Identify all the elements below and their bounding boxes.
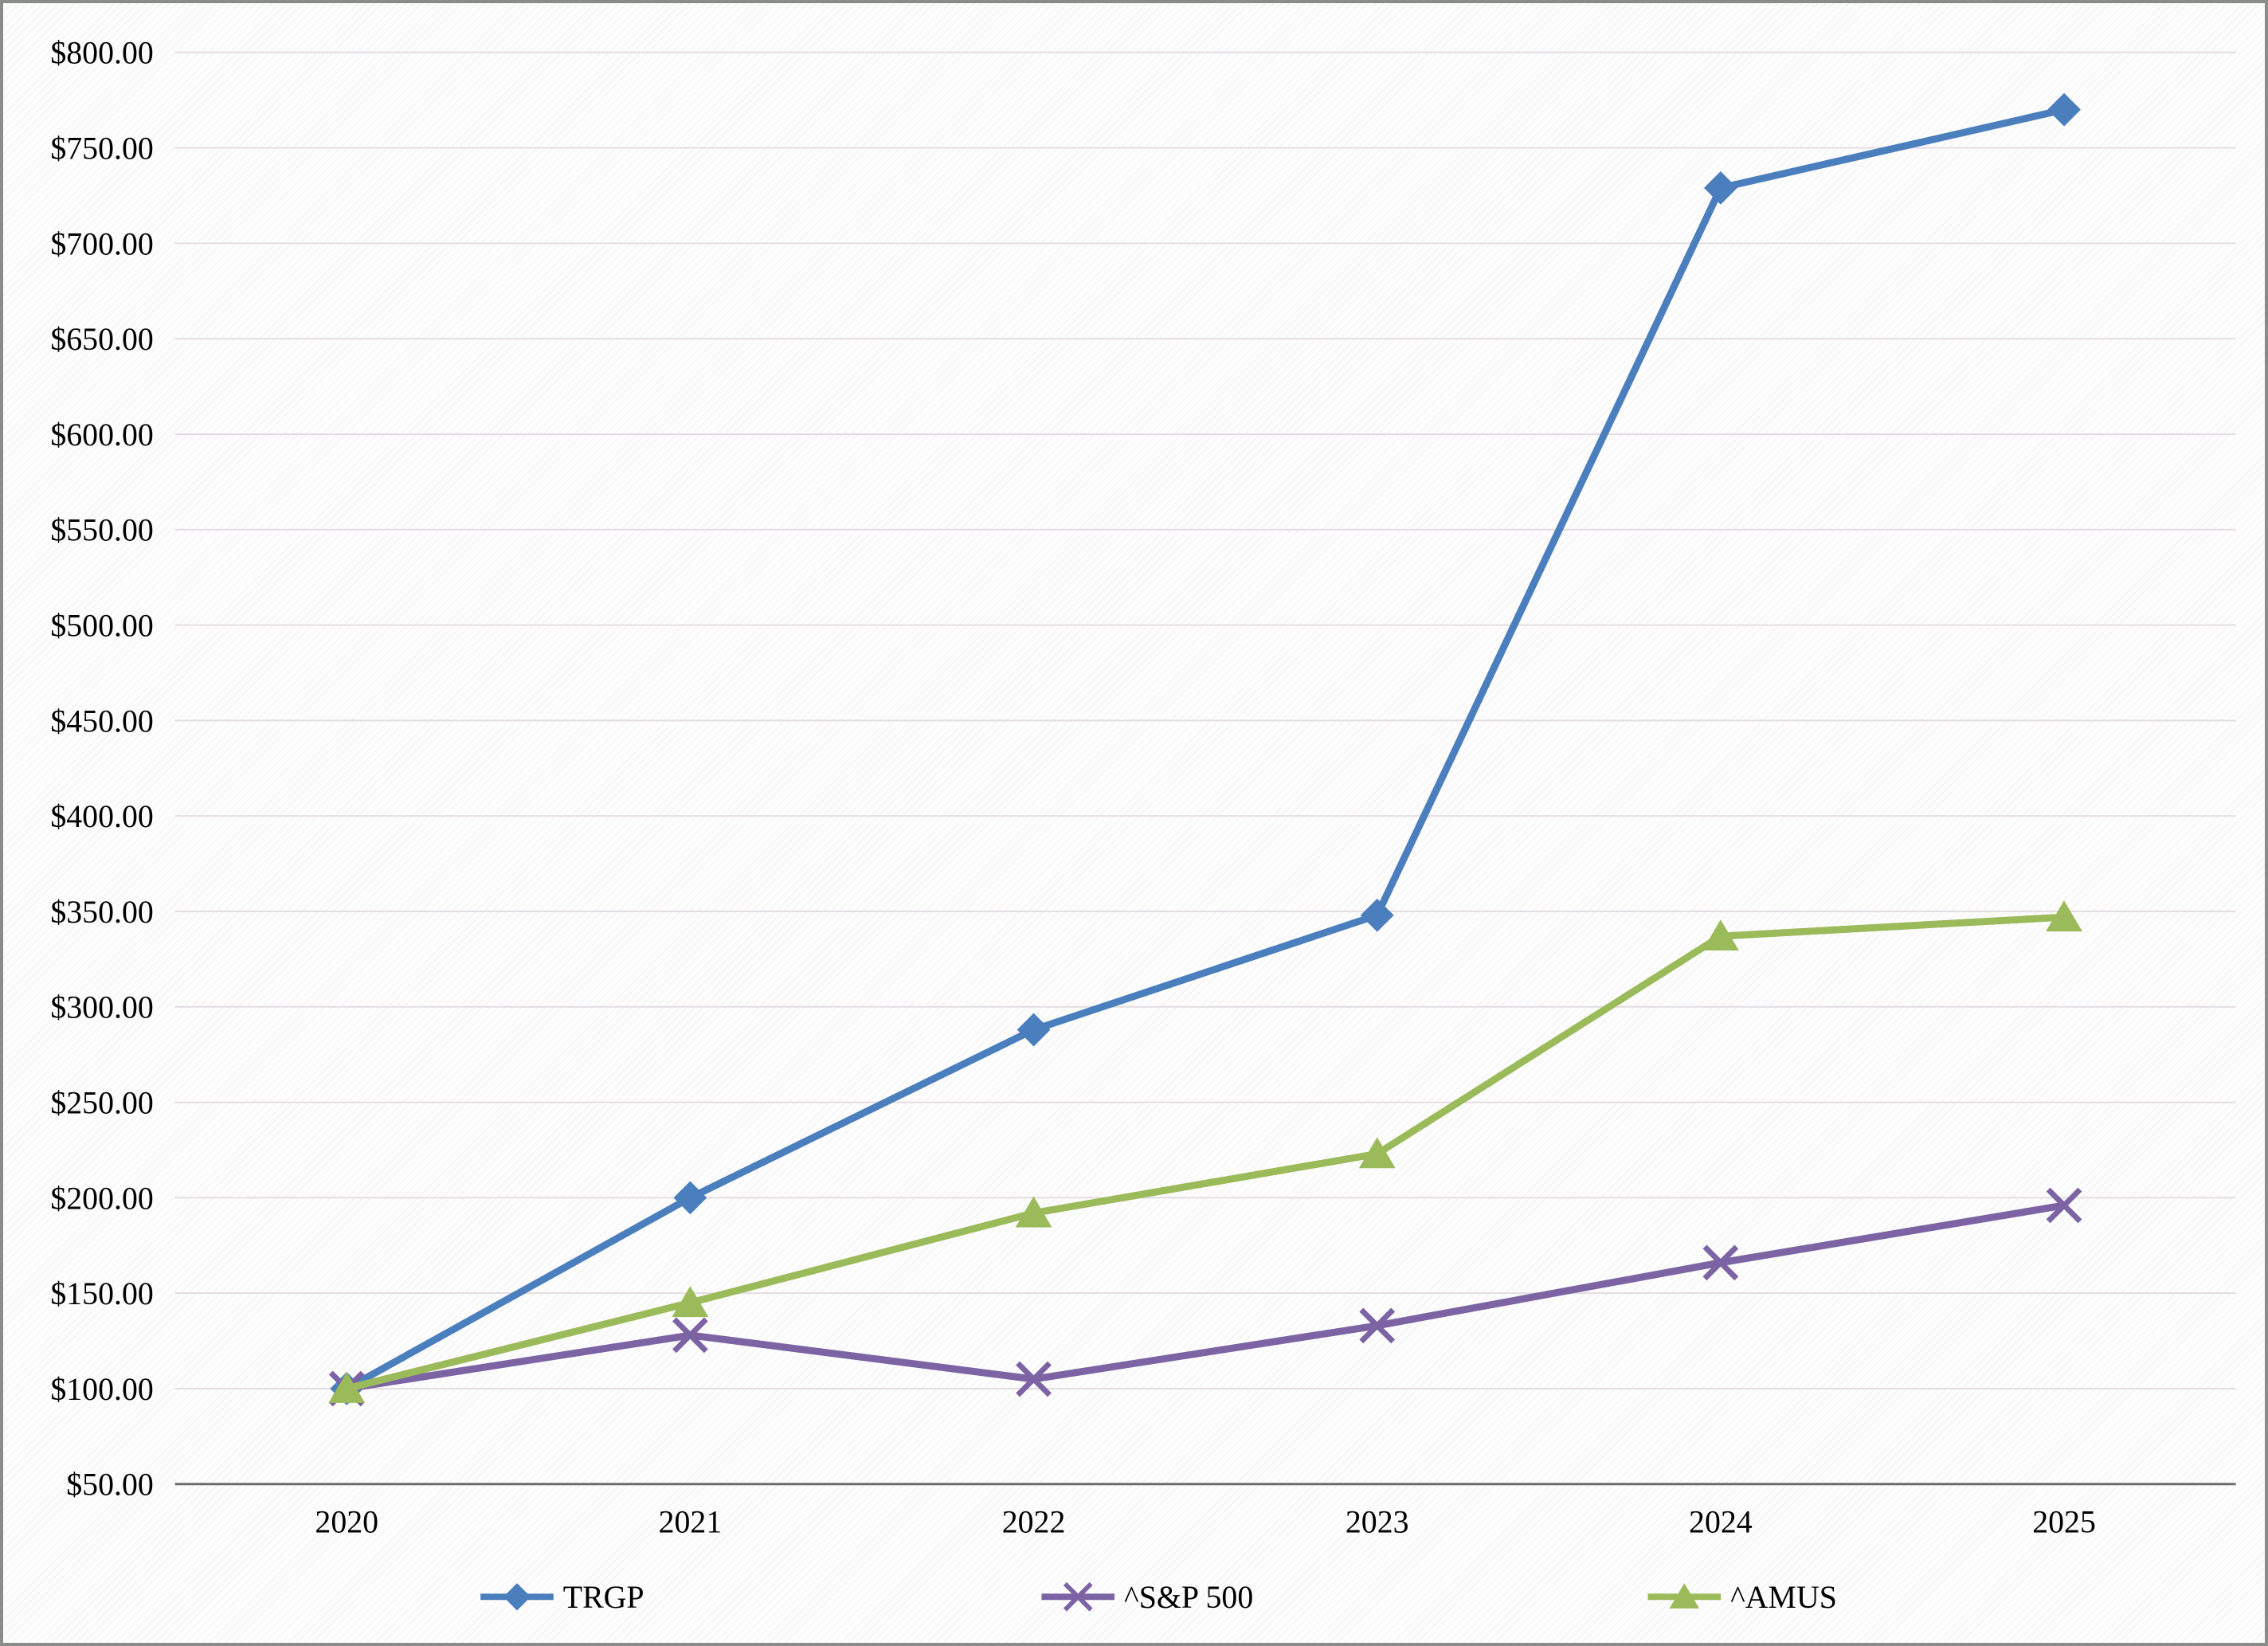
- x-tick-label: 2020: [315, 1504, 378, 1540]
- y-tick-label: $750.00: [50, 131, 153, 167]
- x-marker: [1063, 1581, 1093, 1612]
- data-series: [328, 92, 2082, 1407]
- y-tick-label: $250.00: [50, 1085, 153, 1121]
- legend-item-sp500: ^S&P 500: [1041, 1579, 1253, 1615]
- x-tick-label: 2024: [1689, 1504, 1753, 1540]
- series-line: [343, 106, 2068, 1393]
- diamond-marker: [1703, 170, 1737, 205]
- series-line: [343, 913, 2068, 1393]
- x-axis-labels: 2020 2021 2022 2023 2024 2025: [315, 1504, 2095, 1540]
- x-marker-stroke: [2046, 1187, 2082, 1224]
- diamond-marker: [673, 1181, 707, 1215]
- x-marker-stroke: [1359, 1307, 1396, 1344]
- y-tick-label: $700.00: [50, 225, 153, 261]
- y-tick-label: $300.00: [50, 990, 153, 1025]
- series-line: [343, 1201, 2068, 1393]
- x-tick-label: 2021: [659, 1504, 723, 1540]
- x-tick-label: 2023: [1346, 1504, 1409, 1540]
- x-marker: [1702, 1244, 1739, 1281]
- triangle-marker: [1669, 1583, 1700, 1609]
- y-tick-label: $350.00: [50, 894, 153, 930]
- legend-label: ^AMUS: [1730, 1579, 1837, 1615]
- y-tick-label: $500.00: [50, 608, 153, 644]
- legend-label: ^S&P 500: [1124, 1579, 1253, 1615]
- legend-item-amus: ^AMUS: [1647, 1579, 1837, 1615]
- legend-label: TRGP: [563, 1579, 644, 1615]
- y-tick-label: $550.00: [50, 512, 153, 548]
- triangle-marker: [1015, 1196, 1052, 1228]
- total-return-line-chart: $800.00 $750.00 $700.00 $650.00 $600.00 $550.…: [50, 35, 2236, 1615]
- triangle-marker: [672, 1286, 709, 1318]
- y-axis-labels: $800.00 $750.00 $700.00 $650.00 $600.00 $550.…: [50, 35, 153, 1503]
- legend: TRGP ^S&P 500 ^AMUS: [480, 1579, 1837, 1615]
- y-tick-label: $100.00: [50, 1371, 153, 1407]
- y-tick-label: $600.00: [50, 417, 153, 453]
- y-tick-label: $50.00: [66, 1467, 154, 1503]
- x-marker: [672, 1317, 708, 1354]
- x-marker-stroke: [672, 1317, 708, 1354]
- gridlines: [174, 51, 2236, 1389]
- x-tick-label: 2025: [2032, 1504, 2096, 1540]
- y-tick-label: $150.00: [50, 1276, 153, 1311]
- x-marker: [1016, 1361, 1052, 1397]
- x-marker: [1359, 1307, 1396, 1344]
- y-tick-label: $200.00: [50, 1180, 153, 1216]
- diamond-marker: [1360, 898, 1394, 932]
- series-sp500: [328, 1187, 2082, 1407]
- triangle-marker: [1702, 919, 1739, 951]
- triangle-marker: [328, 1372, 366, 1403]
- x-marker-stroke: [1702, 1244, 1739, 1281]
- y-tick-label: $650.00: [50, 321, 153, 357]
- series-trgp: [330, 92, 2081, 1405]
- triangle-marker: [1358, 1137, 1396, 1169]
- y-tick-label: $800.00: [50, 35, 153, 71]
- x-marker: [2046, 1187, 2082, 1224]
- diamond-marker: [503, 1583, 531, 1611]
- diamond-marker: [1016, 1013, 1051, 1047]
- x-tick-label: 2022: [1002, 1504, 1066, 1540]
- y-tick-label: $400.00: [50, 798, 153, 834]
- diamond-marker: [2047, 92, 2081, 127]
- legend-item-trgp: TRGP: [480, 1579, 644, 1615]
- x-marker-stroke: [1016, 1361, 1052, 1397]
- y-tick-label: $450.00: [50, 703, 153, 739]
- x-marker-stroke: [1063, 1581, 1093, 1612]
- triangle-marker: [2046, 900, 2082, 932]
- series-amus: [328, 900, 2082, 1403]
